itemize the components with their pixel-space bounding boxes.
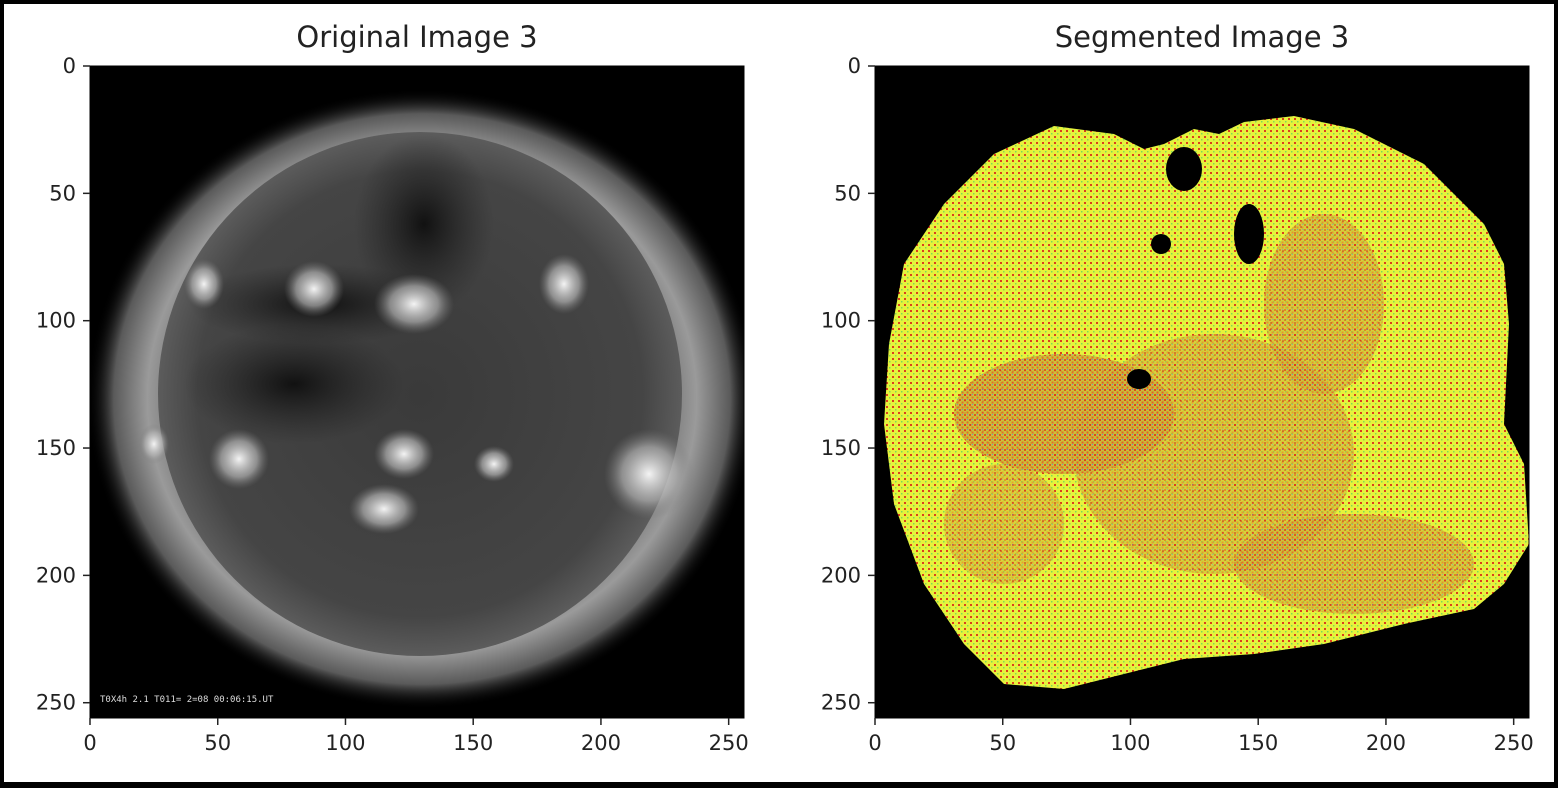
left-xtick-label: 200 xyxy=(581,731,621,755)
left-axes: 0 50 100 150 200 250 0 50 100 150 200 250 xyxy=(36,54,749,755)
left-ytick-label: 250 xyxy=(36,691,76,715)
right-xtick-label: 100 xyxy=(1110,731,1150,755)
right-axes: 0 50 100 150 200 250 0 50 100 150 200 250 xyxy=(821,54,1534,755)
right-ytick-label: 0 xyxy=(848,54,861,78)
right-ytick-label: 150 xyxy=(821,436,861,460)
right-xtick-label: 0 xyxy=(868,731,881,755)
original-image: T0X4h 2.1 T011= 2=08 00:06:15.UT xyxy=(90,66,744,718)
left-xtick-label: 150 xyxy=(453,731,493,755)
segmented-image xyxy=(875,66,1529,718)
right-ytick-label: 200 xyxy=(821,563,861,587)
left-xtick-label: 100 xyxy=(325,731,365,755)
figure-canvas: Original Image 3 Segmented Image 3 T0X4h… xyxy=(36,20,1534,755)
figure: Original Image 3 Segmented Image 3 T0X4h… xyxy=(4,4,1554,782)
left-ytick-label: 50 xyxy=(49,181,76,205)
right-ytick-label: 100 xyxy=(821,309,861,333)
right-ytick-label: 250 xyxy=(821,691,861,715)
left-ytick-label: 100 xyxy=(36,309,76,333)
right-xtick-label: 50 xyxy=(989,731,1016,755)
right-ytick-label: 50 xyxy=(834,181,861,205)
left-ytick-label: 150 xyxy=(36,436,76,460)
left-ytick-label: 200 xyxy=(36,563,76,587)
right-xtick-label: 250 xyxy=(1494,731,1534,755)
right-xtick-label: 200 xyxy=(1366,731,1406,755)
right-xtick-label: 150 xyxy=(1238,731,1278,755)
left-ytick-label: 0 xyxy=(63,54,76,78)
right-panel-title: Segmented Image 3 xyxy=(1055,20,1349,54)
left-xtick-label: 50 xyxy=(204,731,231,755)
left-xtick-label: 0 xyxy=(83,731,96,755)
left-xtick-label: 250 xyxy=(709,731,749,755)
left-panel-title: Original Image 3 xyxy=(296,20,537,54)
image-timestamp: T0X4h 2.1 T011= 2=08 00:06:15.UT xyxy=(100,695,274,705)
